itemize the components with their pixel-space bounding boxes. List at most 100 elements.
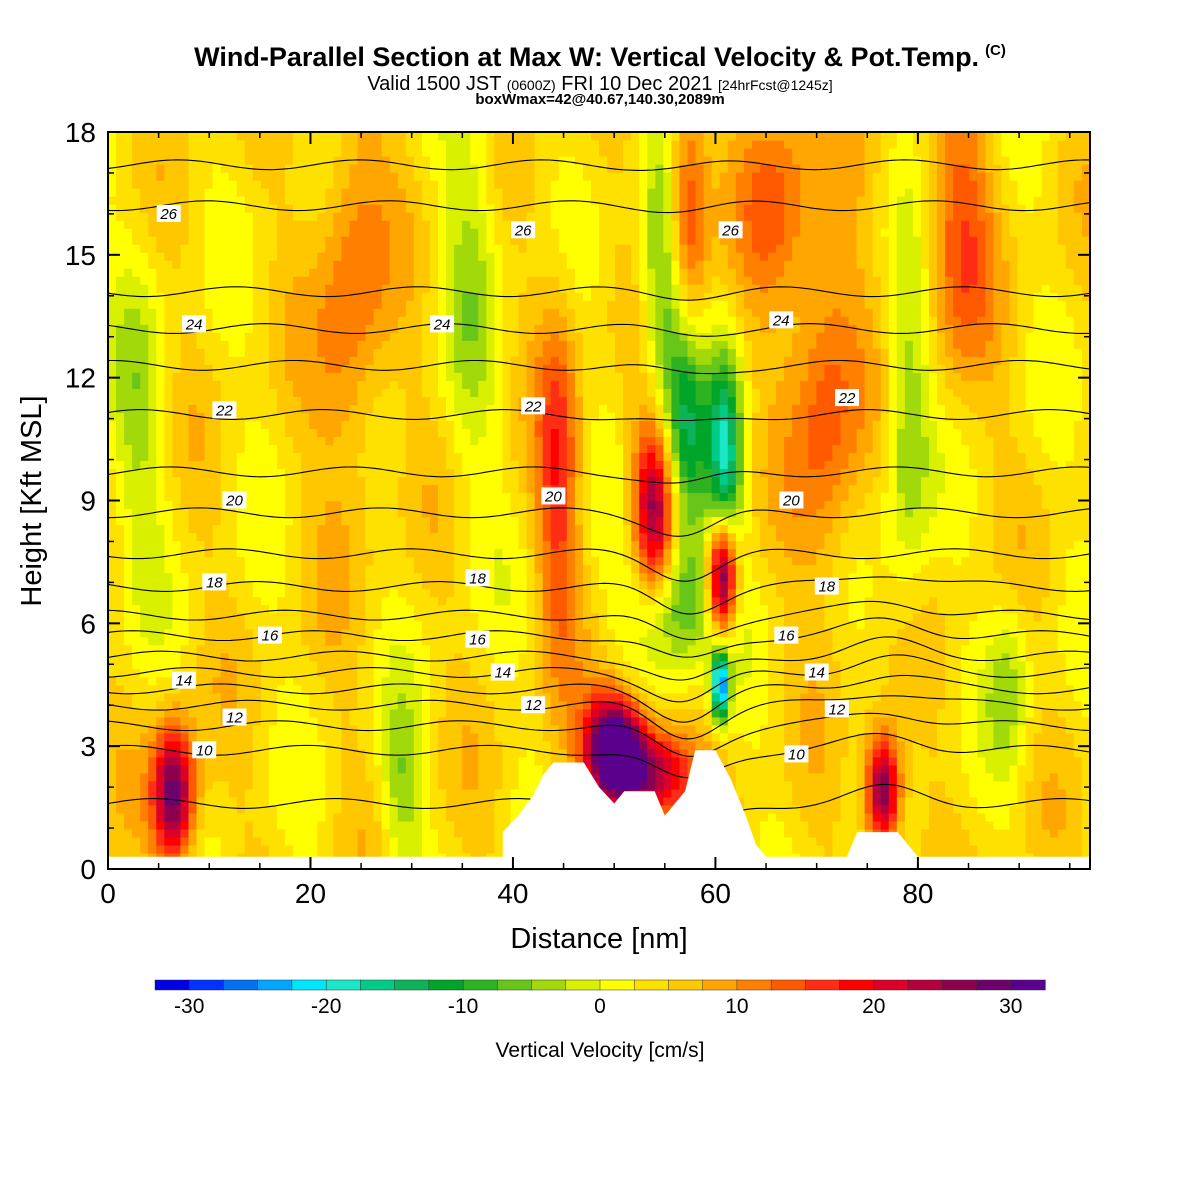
velocity-cell [140,196,149,205]
velocity-cell [333,812,343,822]
velocity-cell [438,828,447,838]
velocity-cell [526,148,536,157]
velocity-cell [534,716,544,726]
velocity-cell [204,340,214,349]
velocity-cell [333,284,343,293]
velocity-cell [188,516,198,526]
velocity-cell [140,340,149,349]
velocity-cell [252,468,262,478]
velocity-cell [438,204,447,213]
velocity-cell [502,516,512,526]
velocity-cell [317,460,326,470]
velocity-cell [373,236,383,245]
velocity-cell [446,268,455,277]
velocity-cell [502,452,512,462]
velocity-cell [325,460,334,470]
velocity-cell [486,452,495,462]
velocity-cell [244,780,254,790]
velocity-cell [510,300,520,309]
velocity-cell [502,804,512,814]
velocity-cell [260,172,270,181]
velocity-cell [446,364,455,373]
velocity-cell [140,764,149,774]
velocity-cell [333,796,343,806]
velocity-cell [108,252,117,261]
velocity-cell [454,660,463,670]
velocity-cell [268,300,278,309]
velocity-cell [204,732,214,742]
velocity-cell [446,772,455,782]
velocity-cell [381,532,391,542]
velocity-cell [196,164,206,173]
velocity-cell [236,316,246,325]
velocity-cell [148,708,157,718]
velocity-cell [236,196,246,205]
velocity-cell [317,836,326,846]
velocity-cell [349,396,359,405]
velocity-cell [116,692,125,702]
velocity-cell [454,612,463,622]
velocity-cell [494,260,504,269]
velocity-cell [429,772,439,782]
velocity-cell [260,500,270,510]
velocity-cell [462,396,471,405]
velocity-cell [349,284,359,293]
velocity-cell [446,180,455,189]
velocity-cell [413,796,423,806]
velocity-cell [325,820,334,830]
velocity-cell [124,628,133,638]
velocity-cell [317,428,326,438]
velocity-cell [397,444,407,454]
velocity-cell [220,316,230,325]
velocity-cell [228,612,238,622]
velocity-cell [204,756,214,766]
velocity-cell [260,212,270,221]
velocity-cell [373,844,383,854]
velocity-cell [526,644,536,654]
velocity-cell [285,316,294,325]
velocity-cell [381,428,391,438]
velocity-cell [494,764,504,774]
velocity-cell [156,340,165,349]
velocity-cell [277,772,286,782]
velocity-cell [317,748,326,758]
velocity-cell [373,508,383,518]
velocity-cell [325,572,334,582]
velocity-cell [381,148,391,157]
velocity-cell [349,716,359,726]
velocity-cell [502,468,512,478]
velocity-cell [124,460,133,470]
velocity-cell [518,428,528,438]
velocity-cell [462,212,471,221]
velocity-cell [341,164,351,173]
velocity-cell [429,340,439,349]
velocity-cell [413,172,423,181]
velocity-cell [534,204,544,213]
velocity-cell [148,556,157,566]
velocity-cell [381,340,391,349]
velocity-cell [156,300,165,309]
velocity-cell [454,188,463,197]
velocity-cell [317,556,326,566]
velocity-cell [405,548,415,558]
velocity-cell [478,684,487,694]
velocity-cell [470,420,479,429]
velocity-cell [333,676,343,686]
velocity-cell [260,700,270,710]
velocity-cell [132,156,141,165]
velocity-cell [421,844,431,854]
velocity-cell [446,524,455,534]
velocity-cell [108,788,117,798]
velocity-cell [510,188,520,197]
velocity-cell [510,492,520,502]
velocity-cell [405,140,415,149]
velocity-cell [124,844,133,854]
velocity-cell [486,572,495,582]
velocity-cell [156,172,165,181]
velocity-cell [454,460,463,470]
velocity-cell [124,316,133,325]
velocity-cell [510,260,520,269]
velocity-cell [188,348,198,357]
velocity-cell [196,452,206,462]
velocity-cell [421,228,431,237]
